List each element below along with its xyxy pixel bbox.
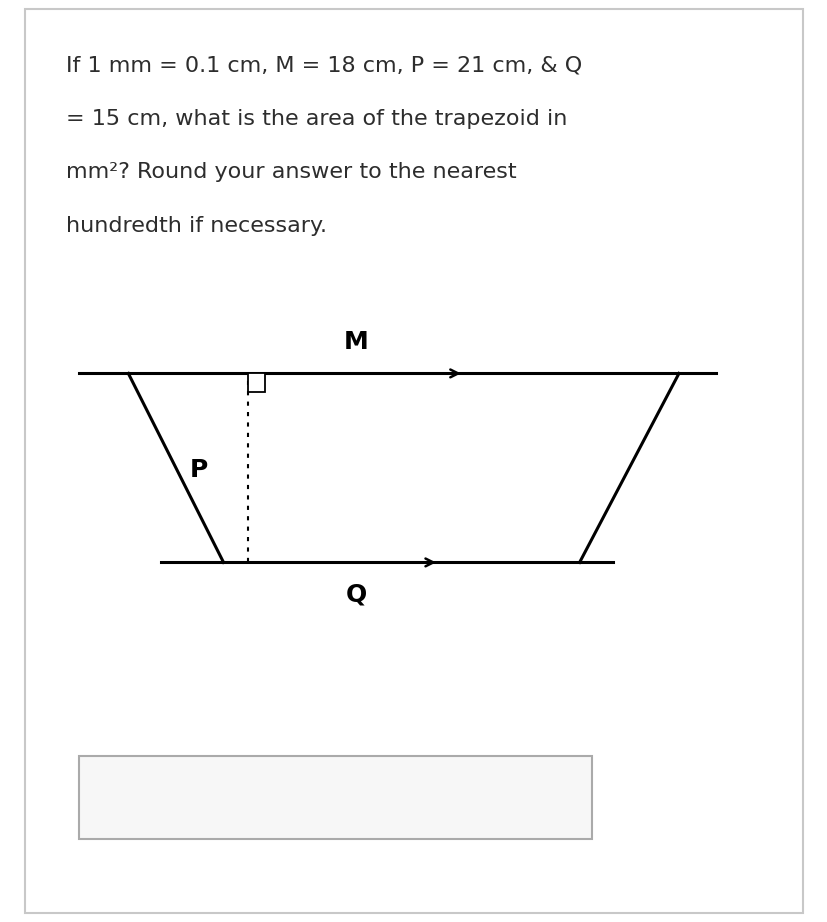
Text: P: P [189,458,208,482]
Bar [248,373,265,392]
Text: Q: Q [345,583,366,607]
Text: M: M [343,330,368,354]
Text: = 15 cm, what is the area of the trapezoid in: = 15 cm, what is the area of the trapezo… [66,109,567,129]
FancyBboxPatch shape [79,756,591,839]
Text: mm²? Round your answer to the nearest: mm²? Round your answer to the nearest [66,162,516,183]
Text: If 1 mm = 0.1 cm, M = 18 cm, P = 21 cm, & Q: If 1 mm = 0.1 cm, M = 18 cm, P = 21 cm, … [66,55,581,76]
Text: hundredth if necessary.: hundredth if necessary. [66,216,327,236]
FancyBboxPatch shape [25,9,802,913]
